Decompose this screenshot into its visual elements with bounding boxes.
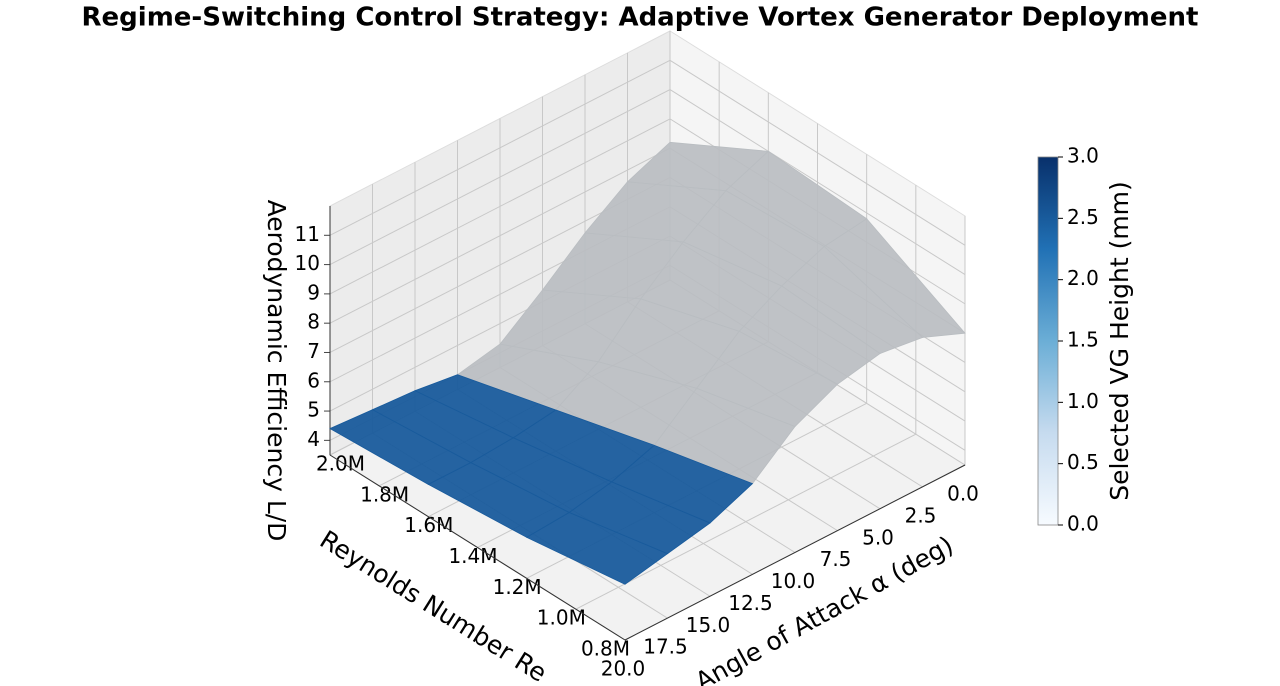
grid-line: [669, 89, 966, 276]
grid-line: [329, 118, 671, 295]
x-tick-label: 12.5: [728, 591, 773, 615]
colorbar-tick-label: 3.0: [1067, 144, 1099, 168]
colorbar-tick-label: 0.0: [1067, 512, 1099, 536]
y-tick-label: 1.4M: [448, 544, 497, 568]
y-tick-label: 1.0M: [537, 606, 586, 630]
colorbar-tick-label: 1.5: [1067, 328, 1099, 352]
z-tick-label: 9: [307, 280, 320, 304]
surface: [329, 141, 966, 585]
x-tick-label: 0.0: [947, 482, 979, 506]
colorbar: [1037, 156, 1059, 526]
colorbar-tick-label: 2.5: [1067, 205, 1099, 229]
grid-line: [575, 433, 917, 610]
x-tick-label: 7.5: [820, 547, 852, 571]
z-tick-label: 6: [307, 368, 320, 392]
x-tick-label: 2.5: [905, 503, 937, 527]
grid-line: [669, 59, 966, 246]
y-tick-label: 1.8M: [360, 482, 409, 506]
z-tick-label: 8: [307, 310, 320, 334]
x-tick-label: 5.0: [862, 525, 894, 549]
vg-surface-cell: [525, 512, 669, 585]
chart-title: Regime-Switching Control Strategy: Adapt…: [82, 3, 1199, 33]
z-tick-label: 10: [295, 251, 320, 275]
grid-line: [329, 147, 671, 324]
y-tick-label: 0.8M: [581, 637, 630, 661]
z-tick-label: 5: [307, 398, 320, 422]
colorbar-tick-label: 0.5: [1067, 450, 1099, 474]
grid-line: [329, 89, 671, 266]
z-tick-label: 7: [307, 339, 320, 363]
x-tick-label: 15.0: [686, 613, 731, 637]
z-axis-label: Aerodynamic Efficiency L/D: [262, 200, 291, 542]
x-tick-label: 10.0: [771, 569, 816, 593]
x-tick-label: 17.5: [643, 635, 688, 659]
grid-line: [329, 59, 671, 236]
colorbar-label: Selected VG Height (mm): [1105, 181, 1134, 501]
axis-line: [329, 454, 626, 641]
x-tick-label: 20.0: [601, 657, 646, 681]
axis-line: [624, 464, 966, 641]
colorbar-tick-label: 1.0: [1067, 389, 1099, 413]
z-tick-label: 11: [295, 222, 320, 246]
z-tick-label: 4: [307, 427, 320, 451]
colorbar-tick-label: 2.0: [1067, 266, 1099, 290]
y-tick-label: 1.2M: [493, 575, 542, 599]
